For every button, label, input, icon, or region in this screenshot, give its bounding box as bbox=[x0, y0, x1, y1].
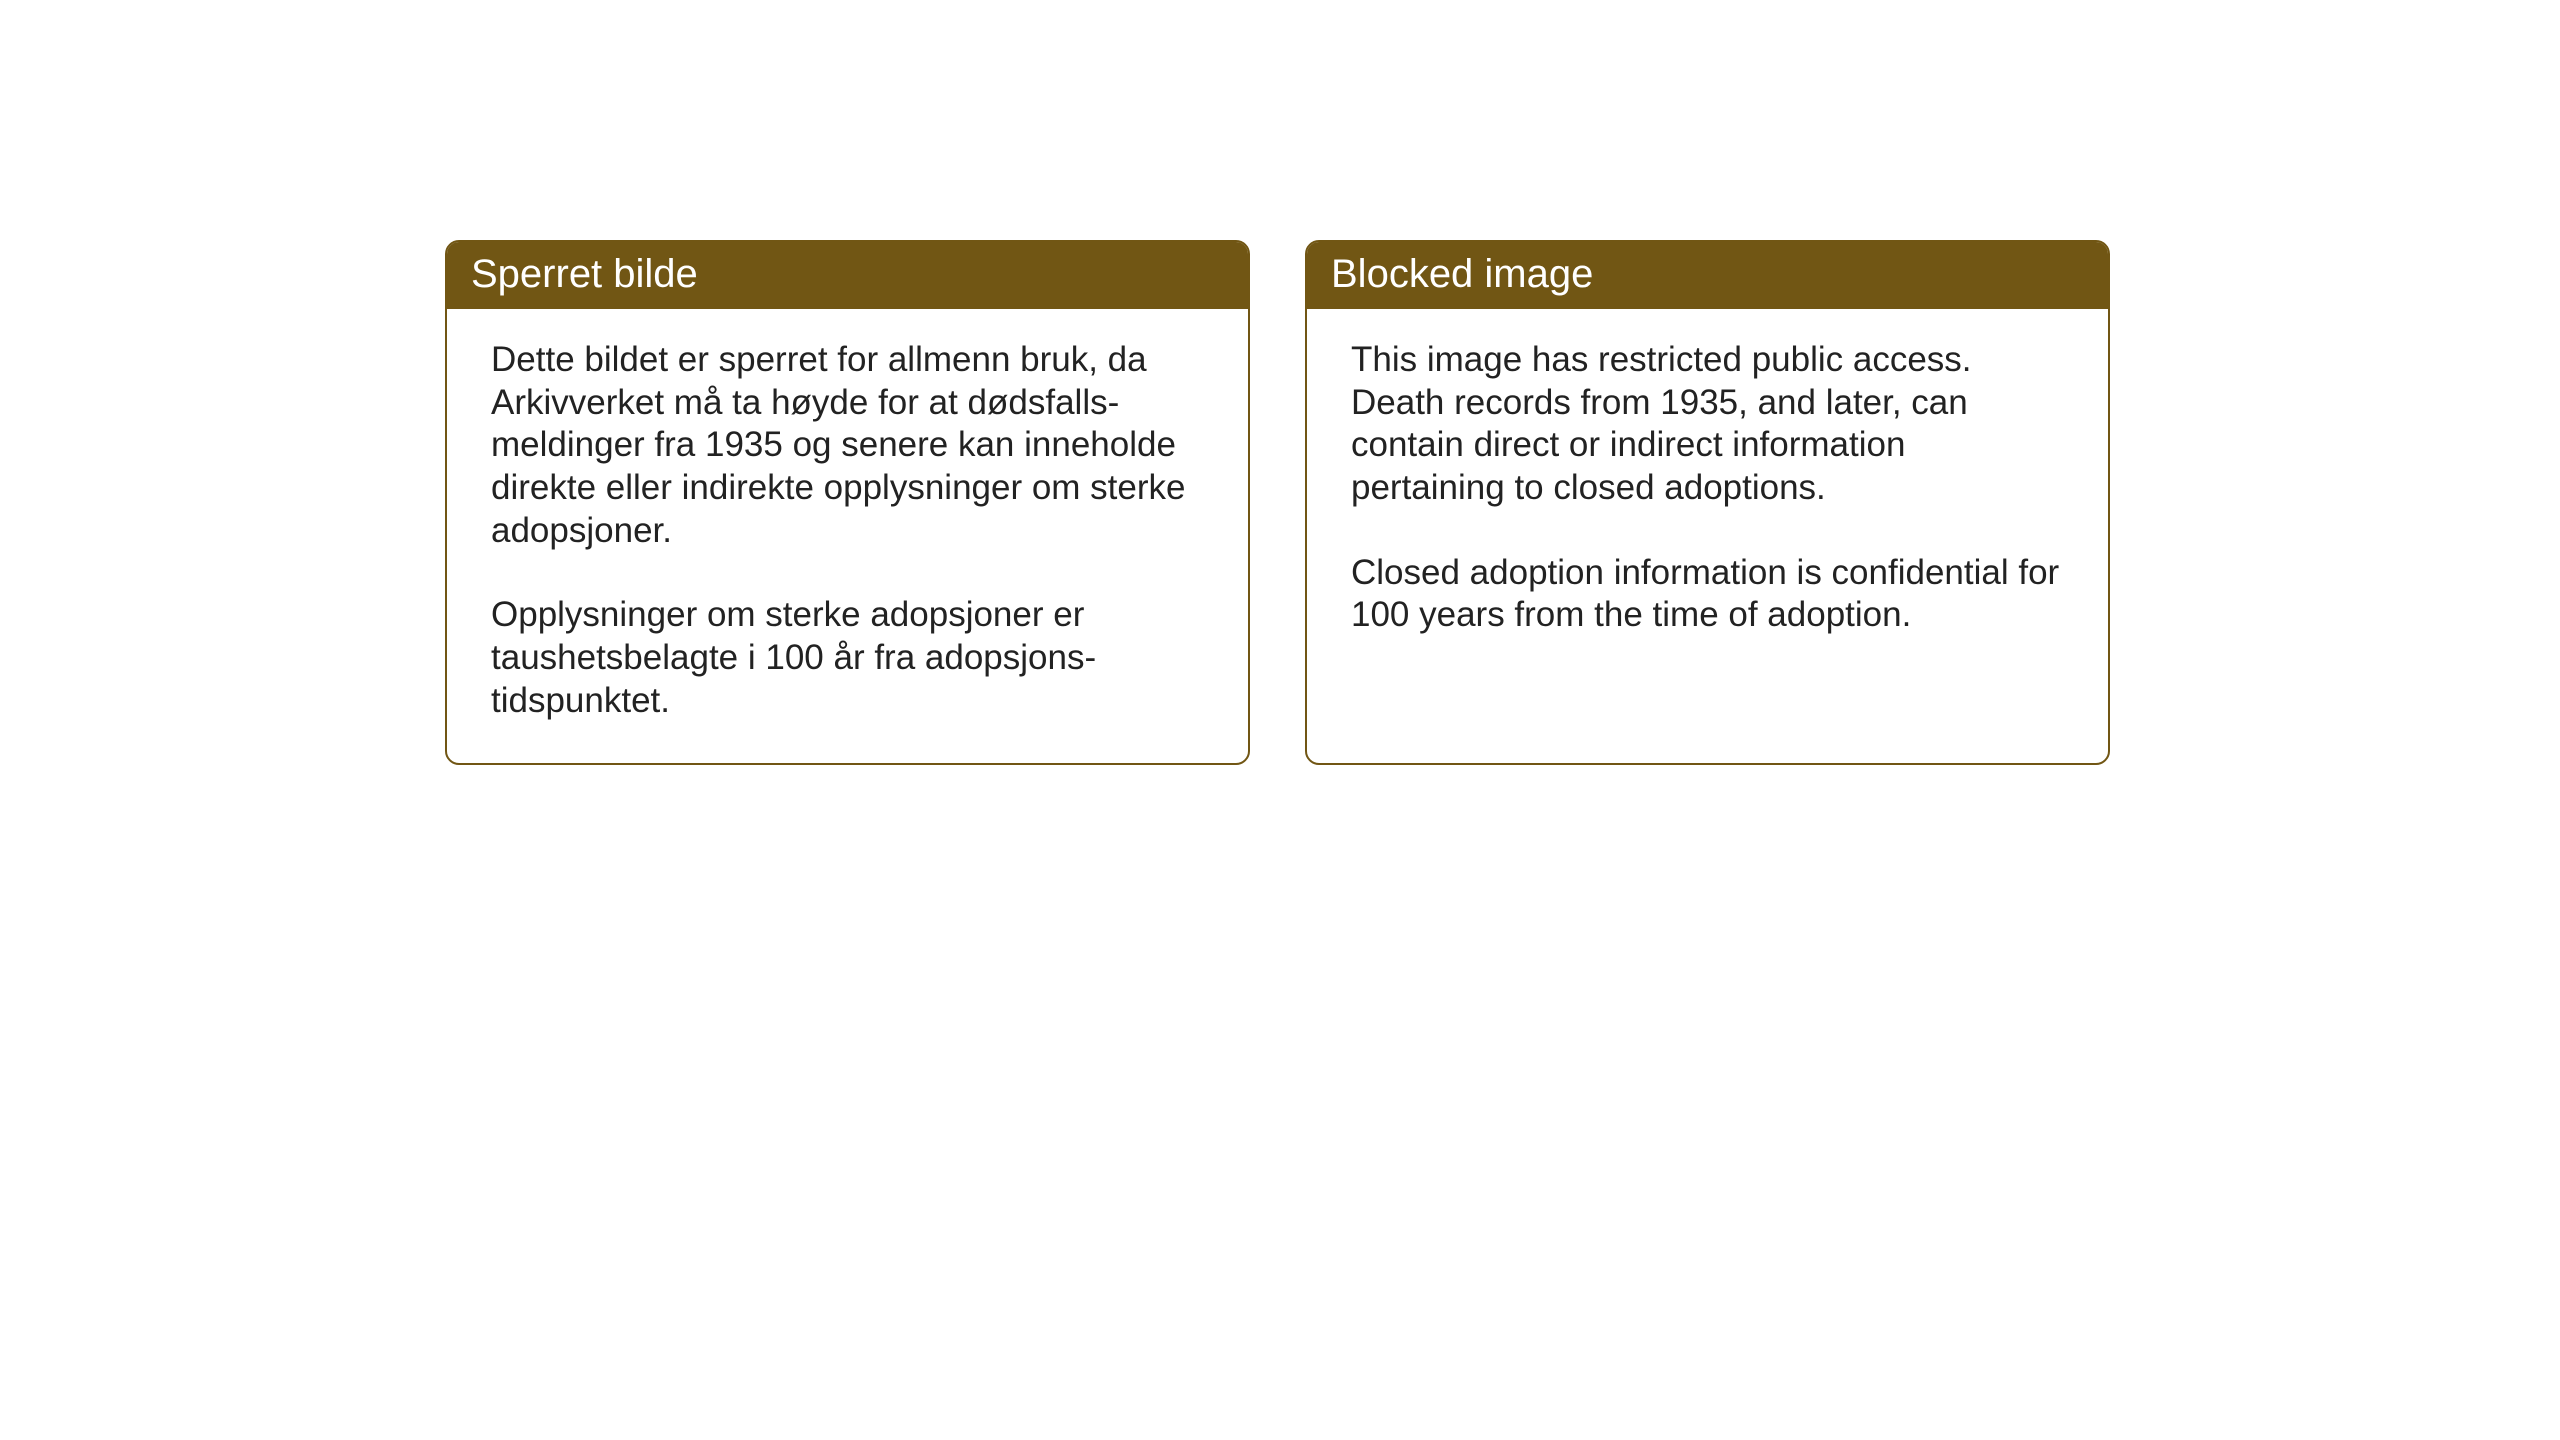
norwegian-card-body: Dette bildet er sperret for allmenn bruk… bbox=[447, 309, 1248, 763]
norwegian-paragraph-2: Opplysninger om sterke adopsjoner er tau… bbox=[491, 594, 1204, 722]
notice-cards-container: Sperret bilde Dette bildet er sperret fo… bbox=[445, 240, 2110, 765]
english-card-body: This image has restricted public access.… bbox=[1307, 309, 2108, 749]
english-card-title: Blocked image bbox=[1307, 242, 2108, 309]
norwegian-paragraph-1: Dette bildet er sperret for allmenn bruk… bbox=[491, 339, 1204, 552]
norwegian-card-text: Dette bildet er sperret for allmenn bruk… bbox=[491, 339, 1204, 723]
english-paragraph-1: This image has restricted public access.… bbox=[1351, 339, 2064, 510]
norwegian-notice-card: Sperret bilde Dette bildet er sperret fo… bbox=[445, 240, 1250, 765]
norwegian-card-title: Sperret bilde bbox=[447, 242, 1248, 309]
english-paragraph-2: Closed adoption information is confident… bbox=[1351, 552, 2064, 637]
english-card-text: This image has restricted public access.… bbox=[1351, 339, 2064, 637]
english-notice-card: Blocked image This image has restricted … bbox=[1305, 240, 2110, 765]
